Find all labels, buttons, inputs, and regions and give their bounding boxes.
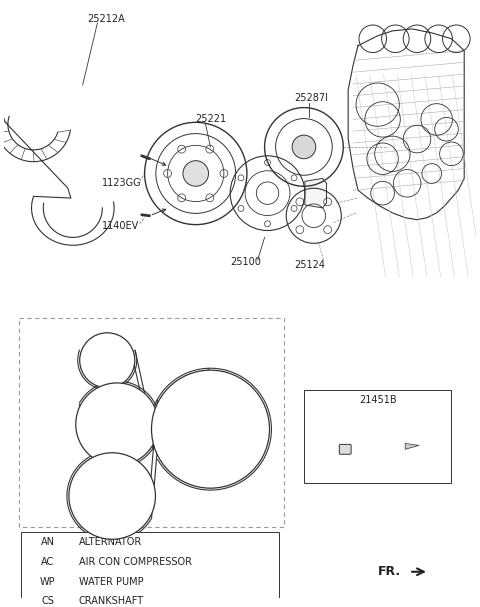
Circle shape xyxy=(183,161,208,186)
Text: ALTERNATOR: ALTERNATOR xyxy=(79,537,142,548)
Text: FR.: FR. xyxy=(378,565,401,578)
Circle shape xyxy=(292,135,316,158)
Text: 1123GG: 1123GG xyxy=(102,178,142,188)
Text: CS: CS xyxy=(203,424,218,434)
Text: 1140EV: 1140EV xyxy=(102,220,140,231)
Text: 25287I: 25287I xyxy=(294,93,328,103)
Text: AC: AC xyxy=(41,557,54,567)
Text: WATER PUMP: WATER PUMP xyxy=(79,577,144,586)
Text: 25221: 25221 xyxy=(196,114,227,124)
Circle shape xyxy=(69,453,156,539)
Text: 21451B: 21451B xyxy=(359,395,396,405)
Text: 25212A: 25212A xyxy=(87,14,125,24)
Polygon shape xyxy=(305,178,326,208)
FancyBboxPatch shape xyxy=(339,444,351,454)
Polygon shape xyxy=(405,444,419,449)
Text: WP: WP xyxy=(108,419,126,429)
Text: AIR CON COMPRESSOR: AIR CON COMPRESSOR xyxy=(79,557,192,567)
Text: CS: CS xyxy=(41,596,54,606)
Circle shape xyxy=(152,370,269,488)
Text: CRANKSHAFT: CRANKSHAFT xyxy=(79,596,144,606)
Text: 25100: 25100 xyxy=(230,257,261,267)
Bar xyxy=(19,318,284,527)
Text: WP: WP xyxy=(40,577,56,586)
Text: AN: AN xyxy=(41,537,55,548)
Circle shape xyxy=(80,333,135,388)
Text: AC: AC xyxy=(105,491,120,501)
Text: 25124: 25124 xyxy=(294,260,325,270)
Text: AN: AN xyxy=(99,355,115,365)
Bar xyxy=(21,532,279,607)
Bar xyxy=(304,390,451,483)
Circle shape xyxy=(76,383,158,466)
